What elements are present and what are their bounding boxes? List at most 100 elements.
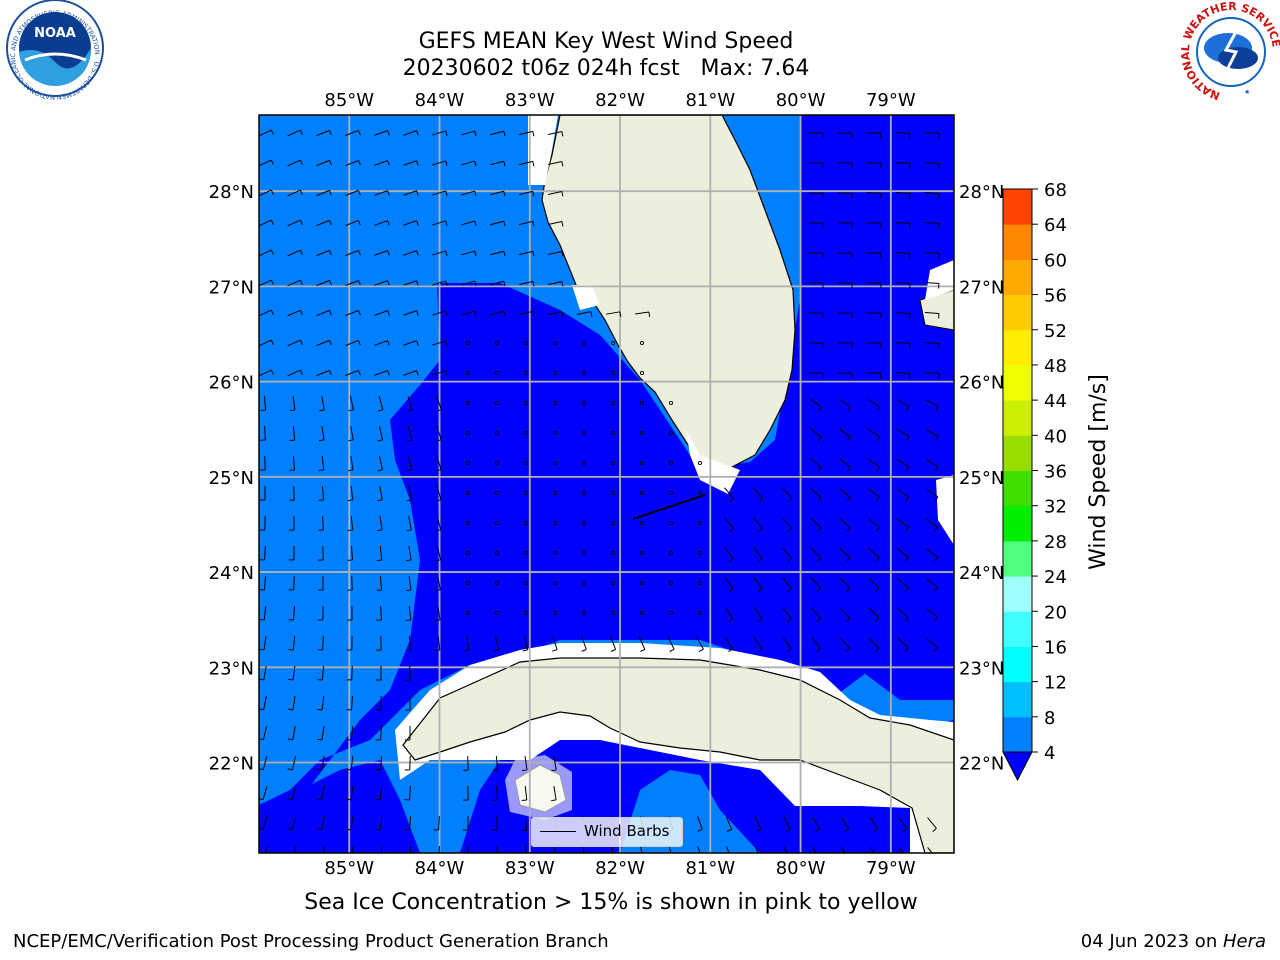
wind-barb [432,190,448,196]
wind-barb [316,249,332,257]
wind-barb [581,340,587,346]
colorbar-segment [1003,400,1032,436]
wind-barb [925,488,939,502]
wind-barb [287,279,303,287]
lon-tick-label-top: 80°W [776,90,826,111]
wind-barb [374,160,390,166]
wind-barb [639,400,645,406]
wind-barb [837,342,853,349]
wind-barb [345,786,354,801]
wind-barb [925,399,939,411]
wind-barb [895,372,911,379]
wind-barb [552,610,558,616]
wind-barb [925,458,939,472]
wind-barb [377,486,383,502]
wind-barb [260,425,266,441]
wind-barb [405,635,412,651]
wind-barb [259,635,267,651]
wind-barb [492,785,498,801]
wind-barb [490,190,506,197]
wind-barb [548,281,564,287]
wind-barb [521,785,528,802]
wind-barb [316,159,332,167]
wind-barb [465,460,471,466]
wind-barb [697,816,703,832]
wind-barb [264,846,268,853]
wind-barb [374,370,390,376]
wind-barb [461,310,477,317]
wind-barb [753,636,763,653]
wind-barb [405,605,412,621]
colorbar-segment [1003,470,1032,507]
colorbar-tick-label: 36 [1044,462,1067,483]
colorbar-tick-label: 8 [1044,708,1055,729]
wind-barb [523,490,529,496]
wind-barbs-legend: Wind Barbs [531,817,683,847]
wind-barb [463,785,469,801]
lat-tick-label-right: 25°N [959,468,1004,489]
wind-barb [839,547,851,562]
wind-barb [494,610,500,616]
wind-barb [811,637,821,652]
wind-barb [492,815,498,831]
lat-tick-label-left: 23°N [209,658,254,679]
wind-barb [316,219,332,227]
lon-tick-label-bottom: 82°W [595,858,645,879]
colorbar-tick-label: 24 [1044,567,1067,588]
wind-barb [288,665,296,681]
wind-barb [868,577,880,592]
wind-barb [288,635,296,651]
wind-barb [374,340,390,346]
wind-barb [375,755,383,771]
wind-barb [924,192,940,199]
wind-barb [897,607,909,622]
wind-barb [523,340,529,346]
wind-barb [724,576,734,593]
colorbar-segment [1003,540,1032,577]
wind-barb [610,340,616,346]
wind-barb [287,339,303,347]
wind-barb [465,550,471,556]
wind-barb [724,547,734,563]
wind-barb [490,250,506,257]
wind-barb [725,816,733,832]
wind-barb [287,129,303,137]
wind-barb [783,846,788,853]
wind-barb [403,340,419,346]
wind-barb [525,845,527,853]
colorbar-tick-label: 64 [1044,215,1067,236]
colorbar-segment [1003,681,1032,718]
wind-barb [494,490,500,496]
colorbar-tick-label: 52 [1044,321,1067,342]
wind-barb [345,370,361,376]
wind-barb [639,846,643,853]
wind-barb [523,610,529,616]
wind-barb [346,755,354,771]
wind-barb [432,250,448,256]
wind-barb [581,460,587,466]
wind-barb [259,219,274,227]
wind-barb [375,725,382,741]
wind-barb [895,192,911,199]
wind-barb [610,610,616,616]
wind-barb [639,370,645,376]
svg-text:★: ★ [1244,88,1250,96]
wind-barb [810,428,822,442]
wind-barb [436,426,442,442]
wind-barb [639,550,645,556]
wind-barb [724,517,734,532]
wind-barb [895,252,911,259]
wind-barb [639,340,645,346]
wind-barb [552,490,558,496]
title-line1: GEFS MEAN Key West Wind Speed [419,29,794,54]
wind-barb [318,545,324,561]
wind-barb [375,785,383,801]
wind-barb [438,845,441,853]
wind-barb [467,845,469,853]
wind-barb [374,190,390,196]
lon-tick-label-top: 84°W [415,90,465,111]
lon-tick-label-top: 83°W [505,90,555,111]
wind-barb [548,251,564,257]
wind-barb [407,396,413,412]
wind-barb [463,755,469,771]
